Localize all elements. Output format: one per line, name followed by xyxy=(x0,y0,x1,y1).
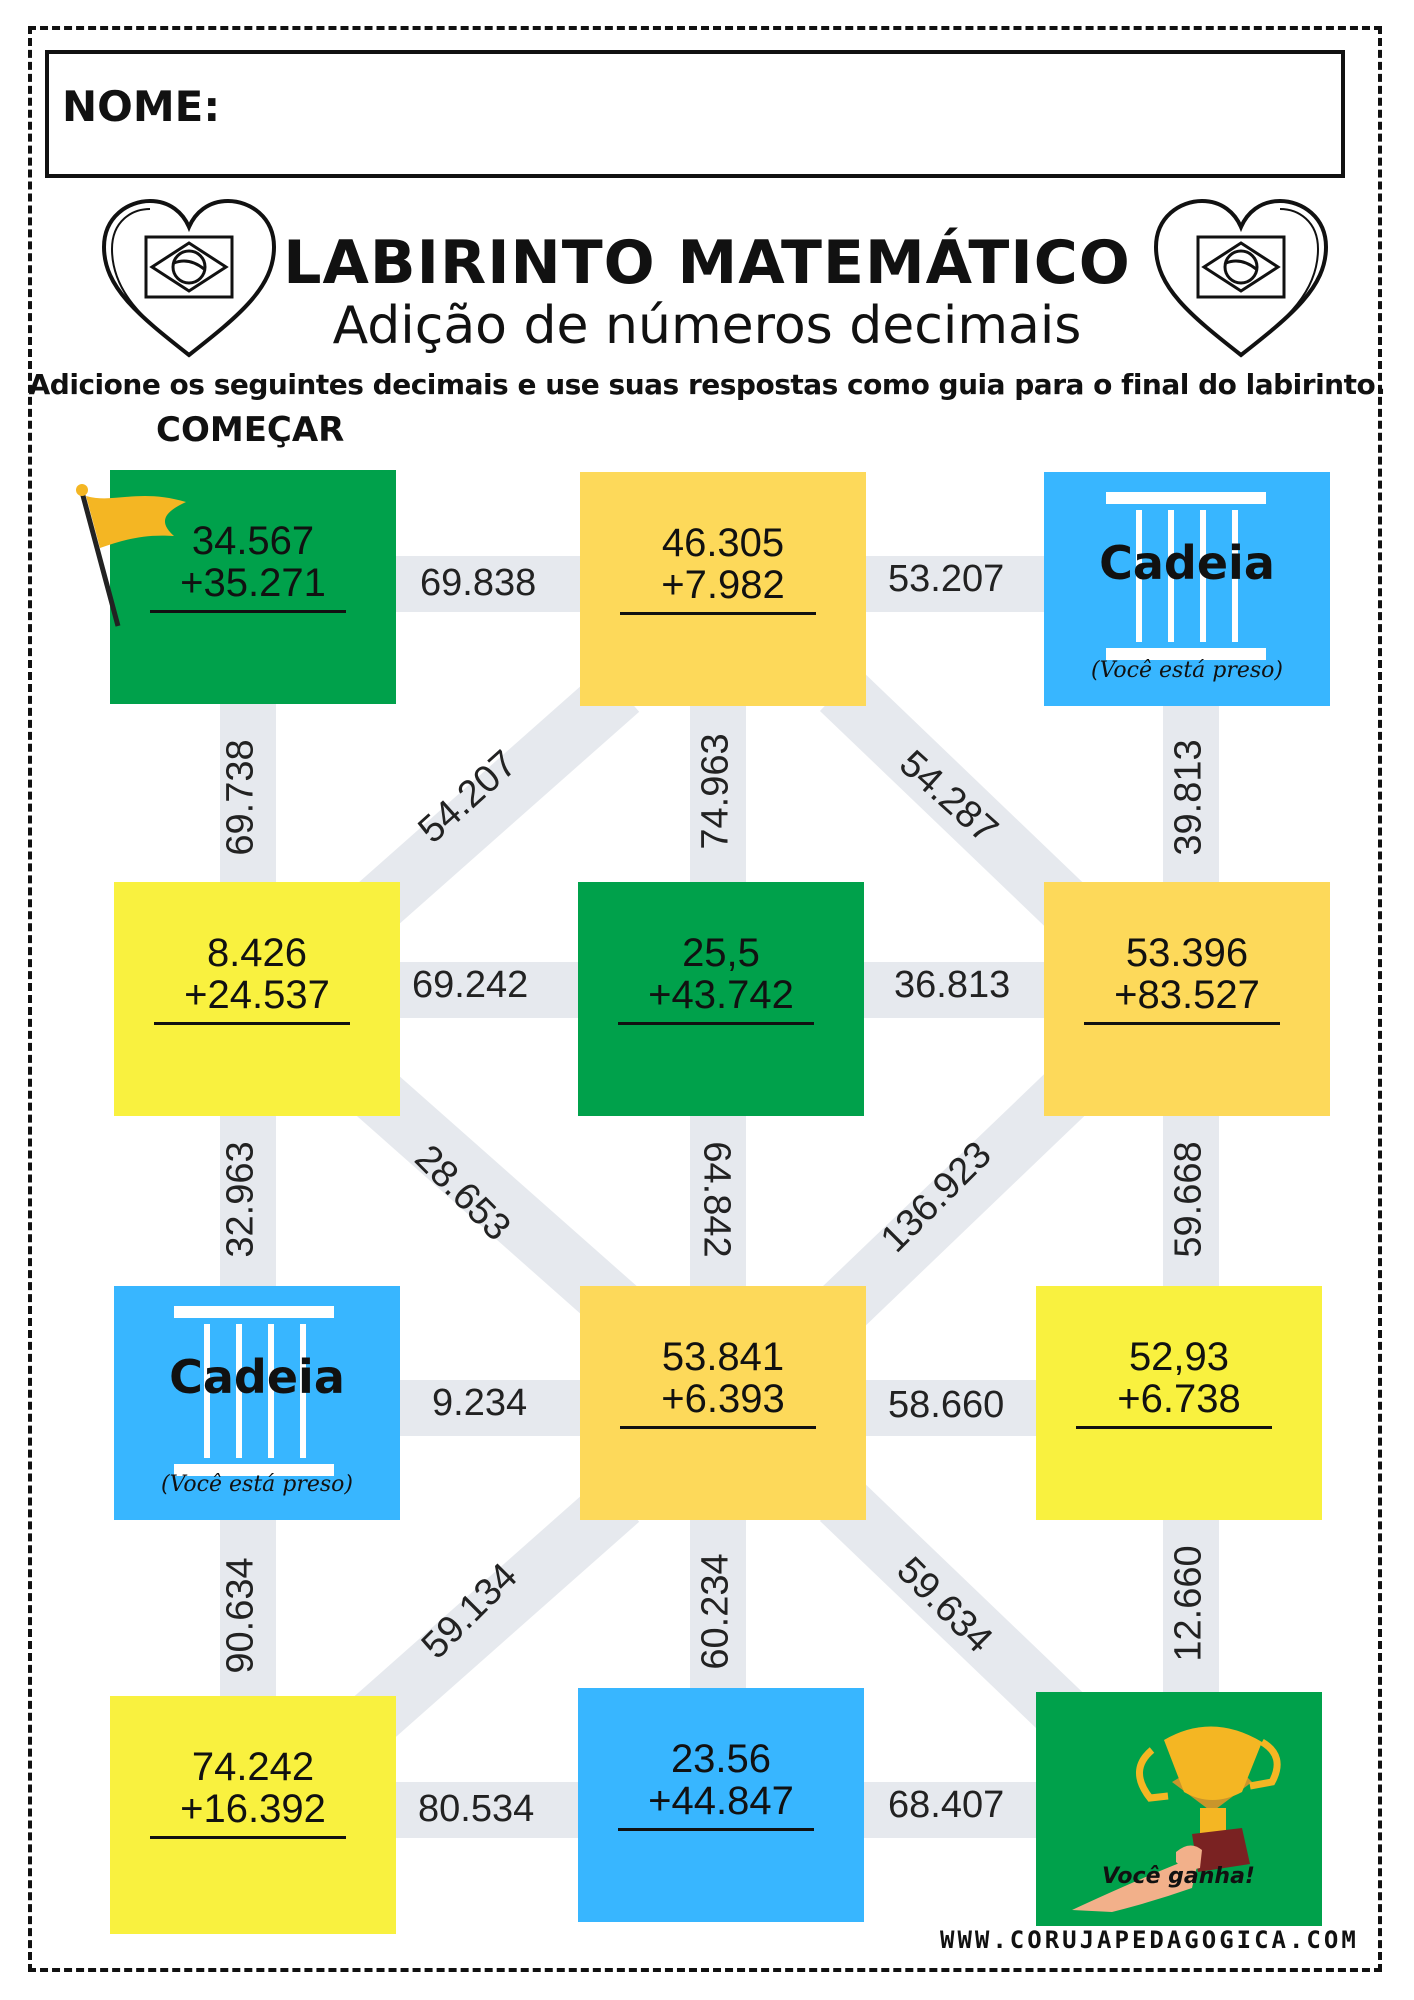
maze-cell-r2c3[interactable]: 53.396 +83.527 xyxy=(1044,882,1330,1116)
maze-cell-r2c2[interactable]: 25,5 +43.742 xyxy=(578,882,864,1116)
edge-r4-h2: 68.407 xyxy=(888,1784,1005,1826)
addend-top: 53.396 xyxy=(1125,931,1249,975)
name-label: NOME: xyxy=(62,82,221,131)
edge-v2-c1: 32.963 xyxy=(219,1141,262,1258)
website-footer: WWW.CORUJAPEDAGOGICA.COM xyxy=(940,1926,1359,1954)
sum-line xyxy=(1076,1426,1272,1429)
edge-r3-h2: 58.660 xyxy=(888,1384,1005,1426)
edge-v1-c3: 39.813 xyxy=(1167,739,1210,856)
addend-bottom: +83.527 xyxy=(1114,973,1260,1017)
addend-top: 46.305 xyxy=(661,521,785,565)
dashed-border xyxy=(28,26,1382,1972)
edge-v1-c2: 74.963 xyxy=(694,733,737,850)
edge-v2-c2: 64.842 xyxy=(695,1141,738,1258)
sum-line xyxy=(150,610,346,613)
addend-bottom: +24.537 xyxy=(184,973,330,1017)
jail-label: Cadeia xyxy=(169,1350,345,1404)
start-label: COMEÇAR xyxy=(156,410,345,450)
jail-cell-r3c1[interactable]: Cadeia (Você está preso) xyxy=(114,1286,400,1520)
addend-top: 52,93 xyxy=(1128,1335,1230,1379)
sum-line xyxy=(1084,1022,1280,1025)
edge-r2-h1: 69.242 xyxy=(412,964,529,1006)
left-heart-flag-icon xyxy=(101,198,277,358)
edge-r4-h1: 80.534 xyxy=(418,1788,535,1830)
edge-r1-h1: 69.838 xyxy=(420,562,537,604)
maze-cell-r4c2[interactable]: 23.56 +44.847 xyxy=(578,1688,864,1922)
addend-bottom: +43.742 xyxy=(648,973,794,1017)
jail-bars-icon xyxy=(1106,492,1266,660)
edge-v3-c1: 90.634 xyxy=(219,1557,262,1674)
addend-top: 8.426 xyxy=(206,931,308,975)
edge-v1-c1: 69.738 xyxy=(219,739,262,856)
jail-label: Cadeia xyxy=(1099,536,1275,590)
right-heart-flag-icon xyxy=(1153,198,1329,358)
addend-bottom: +7.982 xyxy=(661,563,785,607)
jail-cell-r1c3[interactable]: Cadeia (Você está preso) xyxy=(1044,472,1330,706)
maze-cell-r3c2[interactable]: 53.841 +6.393 xyxy=(580,1286,866,1520)
addend-bottom: +6.393 xyxy=(661,1377,785,1421)
sum-line xyxy=(150,1836,346,1839)
addend-bottom: +6.738 xyxy=(1117,1377,1241,1421)
edge-v2-c3: 59.668 xyxy=(1167,1141,1210,1258)
addend-top: 53.841 xyxy=(661,1335,785,1379)
sum-line xyxy=(618,1828,814,1831)
name-field[interactable] xyxy=(45,50,1345,178)
win-label: Você ganha! xyxy=(1102,1864,1255,1889)
maze-cell-r1c2[interactable]: 46.305 +7.982 xyxy=(580,472,866,706)
addend-bottom: +44.847 xyxy=(648,1779,794,1823)
edge-r2-h2: 36.813 xyxy=(894,964,1011,1006)
page-subtitle: Adição de números decimais xyxy=(332,296,1082,356)
edge-r1-h2: 53.207 xyxy=(888,558,1005,600)
sum-line xyxy=(618,1022,814,1025)
sum-line xyxy=(620,1426,816,1429)
maze-cell-r2c1[interactable]: 8.426 +24.537 xyxy=(114,882,400,1116)
addend-top: 74.242 xyxy=(191,1745,315,1789)
finish-cell[interactable]: Você ganha! xyxy=(1036,1692,1322,1926)
edge-v3-c3: 12.660 xyxy=(1167,1545,1210,1662)
addend-top: 34.567 xyxy=(191,519,315,563)
sum-line xyxy=(620,612,816,615)
trophy-icon xyxy=(1072,1726,1281,1912)
sum-line xyxy=(154,1022,350,1025)
addend-top: 23.56 xyxy=(670,1737,772,1781)
maze-cell-r3c3[interactable]: 52,93 +6.738 xyxy=(1036,1286,1322,1520)
addend-bottom: +16.392 xyxy=(180,1787,326,1831)
page-title: LABIRINTO MATEMÁTICO xyxy=(283,228,1131,298)
jail-note: (Você está preso) xyxy=(1090,658,1284,683)
maze-cell-r4c1[interactable]: 74.242 +16.392 xyxy=(110,1696,396,1934)
edge-v3-c2: 60.234 xyxy=(694,1553,737,1670)
addend-top: 25,5 xyxy=(682,931,760,975)
edge-r3-h1: 9.234 xyxy=(432,1382,528,1424)
jail-note: (Você está preso) xyxy=(160,1472,354,1497)
instructions: Adicione os seguintes decimais e use sua… xyxy=(28,368,1386,401)
start-flag-icon xyxy=(76,484,186,627)
jail-bars-icon xyxy=(174,1306,334,1476)
addend-bottom: +35.271 xyxy=(180,561,326,605)
